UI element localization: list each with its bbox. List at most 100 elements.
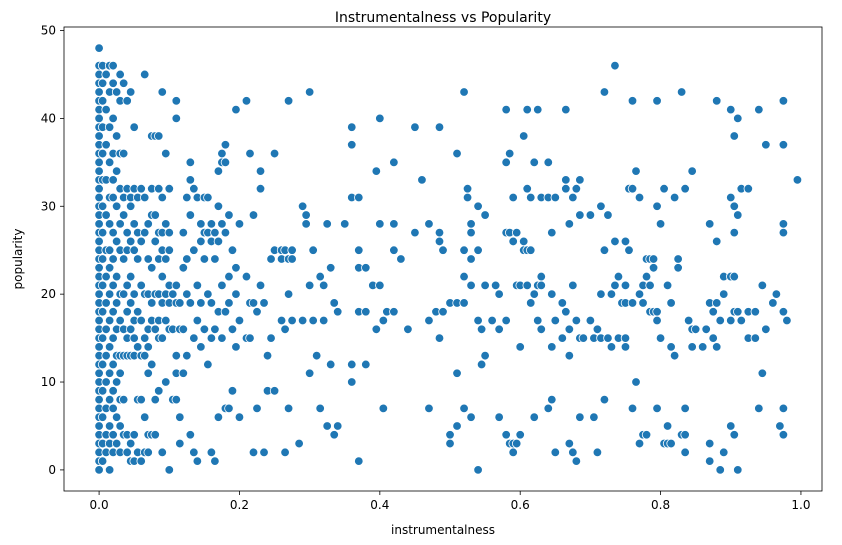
- data-point: [108, 78, 118, 88]
- data-point: [326, 359, 336, 370]
- data-point: [778, 140, 789, 150]
- data-point: [712, 298, 722, 308]
- data-point: [403, 324, 413, 335]
- data-point: [94, 263, 104, 273]
- data-point: [596, 289, 606, 299]
- data-point: [547, 342, 557, 352]
- data-point: [719, 289, 729, 299]
- data-point: [782, 315, 792, 326]
- y-tick-label: 10: [41, 375, 56, 389]
- data-point: [389, 157, 399, 168]
- data-point: [213, 236, 224, 247]
- data-point: [97, 456, 108, 466]
- data-point: [754, 403, 764, 414]
- data-point: [143, 447, 153, 458]
- data-point: [108, 307, 118, 317]
- data-point: [118, 148, 129, 159]
- data-point: [754, 104, 764, 115]
- data-point: [143, 254, 153, 264]
- data-point: [97, 386, 108, 396]
- data-point: [150, 236, 160, 247]
- data-point: [536, 280, 546, 291]
- data-point: [666, 298, 676, 308]
- data-point: [125, 201, 136, 211]
- data-point: [101, 140, 111, 150]
- data-point: [203, 192, 213, 203]
- data-point: [459, 403, 469, 414]
- data-point: [111, 166, 122, 176]
- data-point: [476, 359, 487, 370]
- data-point: [136, 236, 146, 247]
- data-point: [234, 315, 245, 326]
- data-point: [245, 148, 255, 159]
- data-point: [150, 210, 160, 220]
- data-point: [708, 333, 718, 343]
- data-point: [424, 219, 434, 229]
- data-point: [511, 227, 522, 238]
- data-point: [333, 307, 343, 317]
- data-point: [424, 403, 434, 414]
- data-point: [603, 210, 613, 220]
- data-point: [589, 412, 599, 422]
- data-point: [575, 210, 585, 220]
- data-point: [515, 430, 525, 440]
- data-point: [164, 183, 174, 194]
- data-point: [171, 113, 182, 124]
- data-point: [434, 236, 445, 247]
- data-point: [666, 438, 676, 449]
- data-point: [673, 263, 683, 273]
- data-point: [494, 289, 504, 299]
- data-point: [150, 324, 160, 335]
- data-point: [182, 192, 192, 203]
- data-point: [655, 219, 666, 229]
- data-point: [652, 307, 662, 317]
- data-point: [519, 131, 529, 141]
- data-point: [627, 183, 638, 194]
- data-point: [318, 280, 329, 291]
- data-point: [354, 456, 364, 466]
- data-point: [210, 227, 220, 238]
- data-point: [101, 350, 111, 361]
- data-point: [473, 245, 483, 255]
- data-point: [143, 368, 153, 378]
- data-point: [94, 394, 104, 405]
- data-point: [175, 298, 185, 308]
- data-point: [104, 263, 115, 273]
- data-point: [459, 271, 469, 282]
- data-point: [129, 245, 139, 255]
- data-point: [104, 421, 115, 431]
- data-point: [129, 219, 139, 229]
- data-point: [101, 271, 111, 282]
- data-point: [705, 456, 715, 466]
- data-point: [375, 280, 385, 291]
- data-point: [108, 227, 118, 238]
- data-point: [97, 201, 108, 211]
- data-point: [511, 438, 522, 449]
- data-point: [210, 324, 220, 335]
- data-point: [627, 403, 638, 414]
- data-point: [466, 254, 476, 264]
- data-point: [680, 447, 690, 458]
- data-point: [175, 438, 185, 449]
- data-point: [743, 183, 754, 194]
- data-point: [231, 289, 241, 299]
- data-point: [434, 333, 445, 343]
- data-point: [641, 430, 652, 440]
- data-point: [108, 333, 118, 343]
- data-point: [687, 166, 697, 176]
- data-point: [522, 104, 532, 115]
- data-point: [547, 289, 557, 299]
- data-point: [645, 280, 655, 291]
- data-point: [726, 104, 736, 115]
- data-point: [641, 271, 652, 282]
- data-point: [543, 403, 553, 414]
- data-point: [308, 245, 318, 255]
- data-point: [269, 148, 280, 159]
- data-point: [196, 219, 206, 229]
- data-point: [757, 368, 768, 378]
- data-point: [175, 412, 185, 422]
- data-point: [94, 131, 104, 141]
- data-point: [768, 298, 778, 308]
- y-axis: 0 10 20 30 40 50: [41, 24, 64, 477]
- data-point: [733, 113, 743, 124]
